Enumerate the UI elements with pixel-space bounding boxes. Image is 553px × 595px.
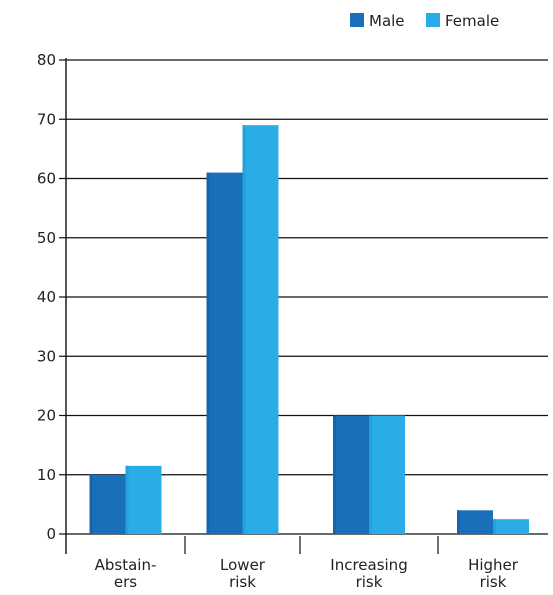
- bar-fill: [333, 415, 369, 534]
- y-tick-label-70: 70: [37, 110, 56, 128]
- legend: Male Female: [350, 12, 499, 30]
- y-tick-label-40: 40: [37, 288, 56, 306]
- bar-fill: [125, 465, 162, 534]
- y-tick-label-10: 10: [37, 466, 56, 484]
- x-tick-label-0-1: ers: [114, 573, 137, 591]
- x-tick-label-1-1: risk: [229, 573, 256, 591]
- bar-fill: [242, 125, 279, 535]
- bar-fill: [369, 415, 405, 534]
- y-tick-label-80: 80: [37, 51, 56, 69]
- legend-item-female: Female: [426, 12, 499, 30]
- bar-fill: [206, 172, 243, 534]
- x-tick-label-3-1: risk: [480, 573, 507, 591]
- bar-male-2: [333, 415, 369, 534]
- bar-edge: [493, 519, 496, 534]
- x-tick-label-3-0: Higher: [468, 556, 519, 574]
- y-tick-label-50: 50: [37, 229, 56, 247]
- bar-edge: [125, 465, 129, 534]
- y-tick-label-30: 30: [37, 347, 56, 365]
- bar-female-1: [242, 125, 279, 535]
- y-tick-label-0: 0: [46, 525, 56, 543]
- gridlines: [66, 59, 548, 535]
- y-axis-ticks: 0 10 20 30 40 50 60 70 80: [37, 51, 66, 543]
- x-tick-label-2-0: Increasing: [330, 556, 407, 574]
- bar-male-1: [206, 172, 243, 534]
- legend-swatch: [426, 13, 440, 27]
- bar-edge: [333, 415, 336, 534]
- bars: [89, 125, 529, 535]
- x-tick-label-0-0: Abstain-: [95, 556, 157, 574]
- x-axis-ticks: Abstain-ersLowerriskIncreasingriskHigher…: [95, 536, 519, 591]
- legend-swatch: [350, 13, 364, 27]
- legend-label: Female: [445, 12, 499, 30]
- x-tick-label-1-0: Lower: [220, 556, 266, 574]
- y-tick-label-60: 60: [37, 170, 56, 188]
- bar-female-2: [369, 415, 405, 534]
- bar-edge: [369, 415, 372, 534]
- bar-edge: [89, 474, 93, 534]
- bar-male-0: [89, 474, 126, 534]
- bar-fill: [493, 519, 529, 534]
- bar-edge: [242, 125, 246, 535]
- bar-edge: [206, 172, 210, 534]
- legend-item-male: Male: [350, 12, 405, 30]
- bar-female-3: [493, 519, 529, 534]
- bar-fill: [89, 474, 126, 534]
- x-tick-label-2-1: risk: [356, 573, 383, 591]
- legend-label: Male: [369, 12, 405, 30]
- bar-male-3: [457, 510, 493, 534]
- bar-female-0: [125, 465, 162, 534]
- bar-edge: [457, 510, 460, 534]
- y-tick-label-20: 20: [37, 407, 56, 425]
- bar-fill: [457, 510, 493, 534]
